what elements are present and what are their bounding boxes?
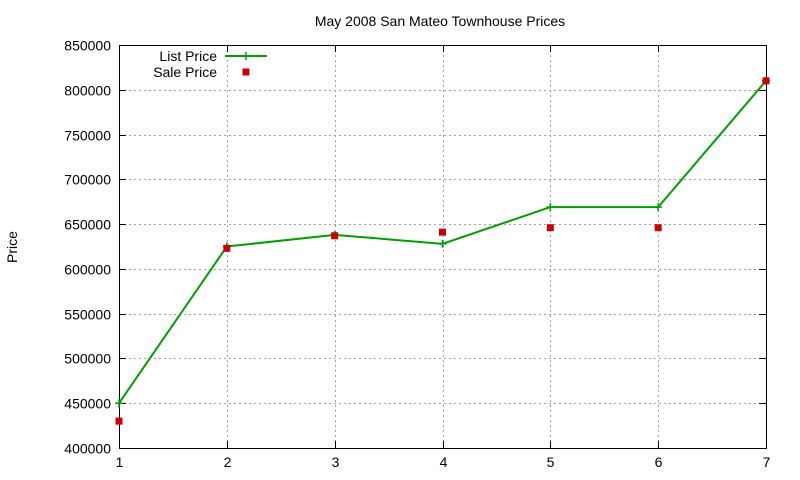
y-tick-label: 650000 — [64, 217, 111, 233]
y-tick-label: 550000 — [64, 307, 111, 323]
sale-price-point — [762, 77, 770, 85]
axes: 400000 450000 500000 550000 600000 650000 7000… — [64, 38, 770, 471]
legend-label-sale-price: Sale Price — [153, 64, 217, 80]
plot-frame — [119, 45, 767, 449]
x-tick-label: 3 — [332, 454, 340, 470]
y-axis-label: Price — [4, 231, 20, 263]
y-tick-label: 750000 — [64, 128, 111, 144]
y-tick-label: 700000 — [64, 172, 111, 188]
sale-price-point — [115, 417, 123, 425]
x-tick-label: 4 — [440, 454, 448, 470]
chart-title: May 2008 San Mateo Townhouse Prices — [315, 13, 565, 29]
x-tick-label: 5 — [547, 454, 555, 470]
y-tick-label: 500000 — [64, 351, 111, 367]
y-tick-label: 600000 — [64, 262, 111, 278]
y-tick-label: 450000 — [64, 396, 111, 412]
x-tick-label: 6 — [655, 454, 663, 470]
sale-price-point — [654, 224, 662, 232]
x-tick-label: 2 — [224, 454, 232, 470]
sale-price-point — [546, 224, 554, 232]
list-price-point — [115, 399, 123, 408]
x-tick-label: 7 — [763, 454, 771, 470]
sale-price-point — [223, 244, 231, 252]
legend-swatch-sale-price — [242, 68, 250, 76]
legend-label-list-price: List Price — [159, 48, 217, 64]
series-layer — [115, 76, 770, 425]
list-price-point — [654, 203, 663, 212]
sale-price-point — [439, 228, 446, 236]
y-tick-label: 400000 — [64, 441, 111, 457]
x-tick-label: 1 — [116, 454, 124, 470]
list-price-point — [438, 239, 447, 248]
y-tick-label: 850000 — [64, 38, 111, 54]
legend-marker-list-price — [242, 52, 250, 60]
list-price-point — [546, 203, 555, 212]
sale-price-point — [331, 232, 339, 240]
y-tick-label: 800000 — [64, 83, 111, 99]
